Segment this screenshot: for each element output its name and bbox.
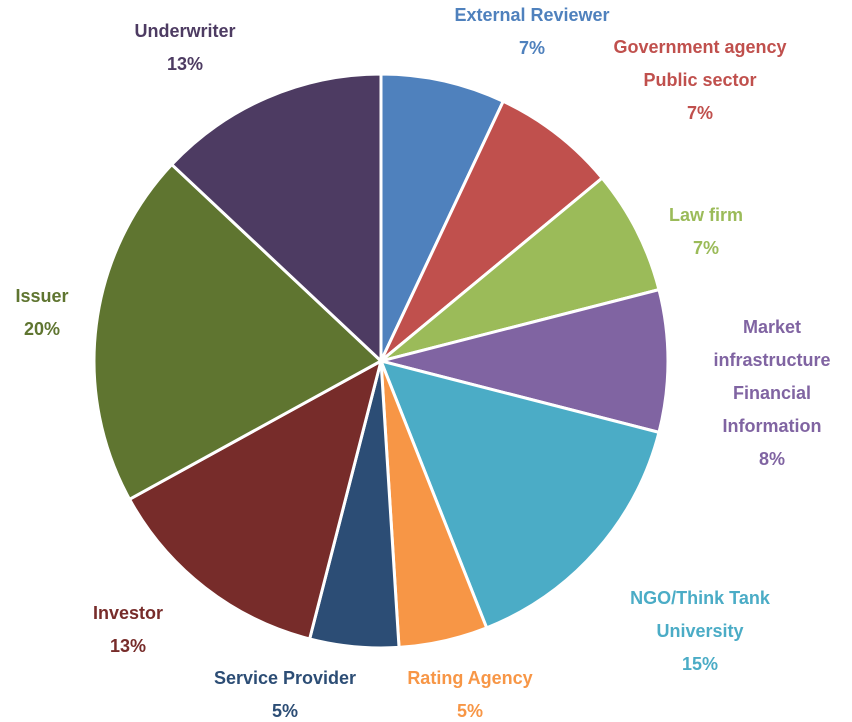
pie-slice (127, 358, 384, 641)
value-label: 7% (693, 238, 719, 258)
slice-label: NGO/Think Tank (630, 588, 771, 608)
pie-slice (379, 72, 506, 362)
pie-slice (169, 72, 383, 365)
value-label: 7% (687, 103, 713, 123)
value-label: 5% (457, 701, 483, 721)
value-label: 7% (519, 38, 545, 58)
value-label: 15% (682, 654, 718, 674)
value-label: 13% (110, 636, 146, 656)
pie-slice (379, 99, 605, 363)
slice-label: Government agency (613, 37, 786, 57)
slice-label: Information (723, 416, 822, 436)
slice-label: Service Provider (214, 668, 356, 688)
slice-label: Market (743, 317, 801, 337)
slice-label: Issuer (15, 286, 68, 306)
slice-label: Underwriter (134, 21, 235, 41)
slice-label: Public sector (643, 70, 756, 90)
pie-slice (92, 162, 384, 502)
pie-slice (380, 175, 661, 363)
value-label: 8% (759, 449, 785, 469)
value-label: 5% (272, 701, 298, 721)
slice-label: Financial (733, 383, 811, 403)
slice-label: Investor (93, 603, 163, 623)
value-label: 20% (24, 319, 60, 339)
value-label: 13% (167, 54, 203, 74)
slice-label: University (656, 621, 743, 641)
pie-slice (380, 287, 670, 435)
slice-label: infrastructure (713, 350, 830, 370)
slice-label: Rating Agency (407, 668, 532, 688)
slice-label: External Reviewer (454, 5, 609, 25)
pie-slice (378, 358, 661, 630)
slice-label: Law firm (669, 205, 743, 225)
